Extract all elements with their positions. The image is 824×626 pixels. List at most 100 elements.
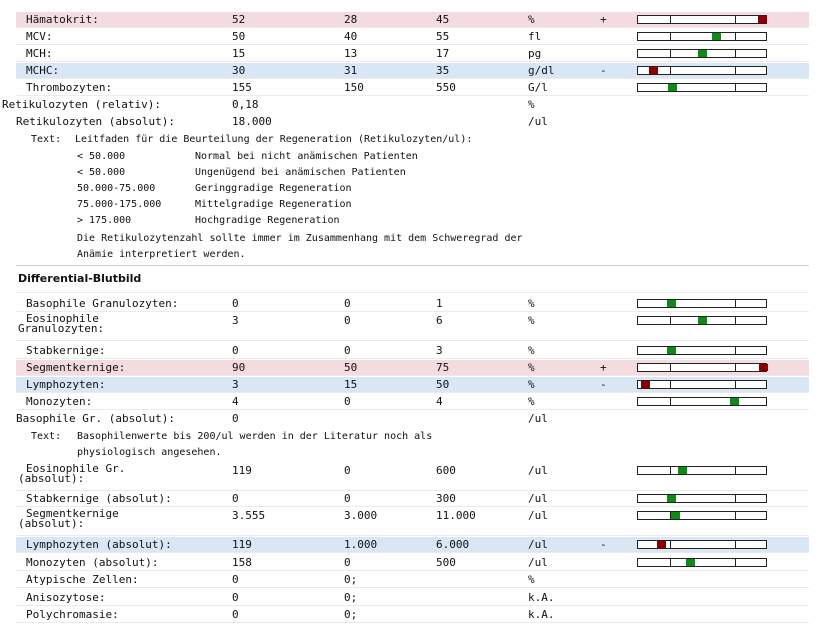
note-text: < 50.000 [77, 151, 126, 162]
reference-max: 50 [436, 378, 450, 391]
unit: % [528, 573, 535, 586]
note-text: Ungenügend bei anämischen Patienten [195, 167, 406, 178]
reference-bar-tick [670, 466, 671, 475]
parameter-name-line: Eosinophile Gr. [26, 462, 126, 475]
parameter-name: Segmentkernige: [26, 361, 126, 374]
value-marker [671, 512, 680, 519]
unit: /ul [528, 115, 548, 128]
reference-bar [637, 32, 767, 41]
reference-bar-tick [670, 32, 671, 41]
reference-bar-tick [735, 83, 736, 92]
unit: fl [528, 30, 542, 43]
reference-bar-tick [670, 363, 671, 372]
note-text: Mittelgradige Regeneration [195, 199, 352, 210]
parameter-name: Lymphozyten: [26, 378, 106, 391]
note-text: Text: [31, 431, 62, 442]
reference-min: 28 [344, 13, 358, 26]
reference-max: 6.000 [436, 538, 470, 551]
reference-max: 35 [436, 64, 450, 77]
section-title: Differential-Blutbild [18, 272, 142, 285]
reference-bar-tick [670, 316, 671, 325]
unit: pg [528, 47, 542, 60]
reference-max: 11.000 [436, 509, 476, 522]
reference-min: 0; [344, 591, 358, 604]
reference-min: 0 [344, 297, 351, 310]
flag-indicator: + [600, 13, 607, 26]
note-text: Leitfaden für die Beurteilung der Regene… [75, 134, 473, 145]
result-row: Stabkernige (absolut): 0 0 300/ul [16, 491, 809, 507]
parameter-name: MCH: [26, 47, 53, 60]
flag-indicator: - [600, 64, 607, 77]
result-value: 18.000 [232, 115, 272, 128]
parameter-name: Hämatokrit: [26, 13, 99, 26]
reference-bar [637, 299, 767, 308]
value-marker [678, 467, 687, 474]
reference-bar-tick [670, 397, 671, 406]
result-row: Lymphozyten: 3 15 50% - [16, 377, 809, 393]
note-text: 50.000-75.000 [77, 183, 156, 194]
reference-min: 50 [344, 361, 358, 374]
reference-max: 17 [436, 47, 450, 60]
result-row: Monozyten (absolut): 158 0 500/ul [16, 555, 809, 571]
reference-max: 300 [436, 492, 456, 505]
parameter-name-line: Segmentkernige [26, 507, 119, 520]
unit: G/l [528, 81, 548, 94]
reference-min: 0 [344, 314, 351, 327]
reference-bar [637, 66, 767, 75]
note-text: < 50.000 [77, 167, 126, 178]
result-value: 158 [232, 556, 252, 569]
result-value: 0 [232, 608, 239, 621]
result-row: Lymphozyten (absolut): 119 1.000 6.000/ul - [16, 537, 809, 553]
reference-max: 550 [436, 81, 456, 94]
reference-max: 1 [436, 297, 443, 310]
value-marker [667, 495, 676, 502]
unit: % [528, 297, 535, 310]
result-value: 3 [232, 314, 239, 327]
parameter-name: Segmentkernige (absolut): [18, 507, 119, 529]
value-marker [712, 33, 721, 40]
result-value: 0 [232, 297, 239, 310]
reference-bar-tick [735, 15, 736, 24]
result-value: 0 [232, 591, 239, 604]
reference-bar-tick [735, 49, 736, 58]
section-divider [16, 265, 809, 266]
reference-max: 55 [436, 30, 450, 43]
note-text: Normal bei nicht anämischen Patienten [195, 151, 418, 162]
parameter-name: Lymphozyten (absolut): [26, 538, 172, 551]
reference-bar [637, 397, 767, 406]
reference-min: 0; [344, 573, 358, 586]
result-value: 50 [232, 30, 246, 43]
reference-max: 3 [436, 344, 443, 357]
reference-bar-tick [735, 346, 736, 355]
reference-bar-tick [735, 363, 736, 372]
parameter-name: MCV: [26, 30, 53, 43]
reference-min: 0 [344, 556, 351, 569]
reference-bar-tick [735, 558, 736, 567]
reference-min: 1.000 [344, 538, 378, 551]
reference-bar-tick [670, 511, 671, 520]
result-row: Segmentkernige: 90 50 75% + [16, 360, 809, 376]
reference-bar-tick [735, 540, 736, 549]
reference-min: 40 [344, 30, 358, 43]
result-row: Eosinophile Gr. (absolut): 119 0 600/ul [16, 463, 809, 491]
result-row: MCV: 50 40 55 fl [16, 29, 809, 45]
parameter-name: Eosinophile Gr. (absolut): [18, 462, 126, 484]
unit: % [528, 361, 535, 374]
result-value: 0 [232, 344, 239, 357]
result-value: 3.555 [232, 509, 266, 522]
reference-min: 150 [344, 81, 364, 94]
unit: % [528, 395, 535, 408]
result-row: MCHC: 30 31 35 g/dl - [16, 63, 809, 79]
reference-bar [637, 49, 767, 58]
value-marker [667, 347, 676, 354]
parameter-name: Eosinophile Granulozyten: [18, 313, 104, 334]
result-value: 155 [232, 81, 252, 94]
reference-min: 0 [344, 395, 351, 408]
result-value: 4 [232, 395, 239, 408]
reference-bar-tick [735, 466, 736, 475]
unit: % [528, 344, 535, 357]
reference-max: 75 [436, 361, 450, 374]
note-text: > 175.000 [77, 215, 132, 226]
note-text: Die Retikulozytenzahl sollte immer im Zu… [77, 233, 523, 244]
result-row: Basophile Gr. (absolut): 0/ul [16, 411, 809, 427]
